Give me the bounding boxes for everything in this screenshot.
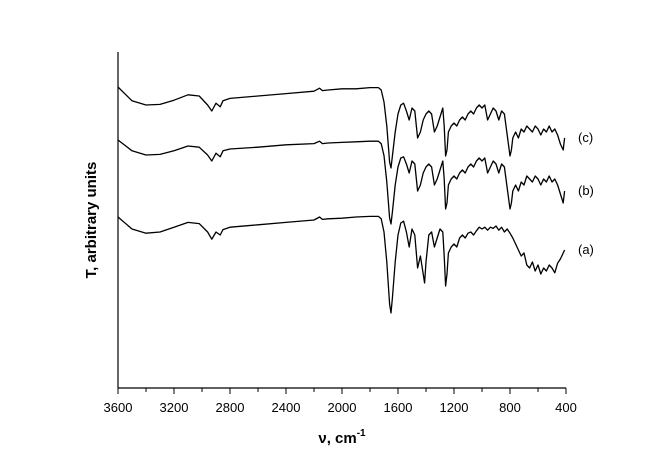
spectrum-line-a [117,215,566,314]
series-labels: (c) (b) (a) [578,130,594,257]
series-label-a: (a) [578,242,594,257]
spectrum-line-c [117,86,566,169]
series-lines [117,86,566,314]
x-axis-title-superscript: -1 [357,428,366,439]
series-label-c: (c) [578,130,593,145]
x-tick-label: 2000 [328,400,357,415]
x-tick-label: 3200 [160,400,189,415]
x-tick-label: 1200 [440,400,469,415]
x-axis-ticks [117,388,567,394]
x-axis-title-text: ν, cm [318,430,356,447]
x-tick-label: 1600 [384,400,413,415]
x-axis-tick-labels: 3600 3200 2800 2400 2000 1600 1200 800 400 [104,400,577,415]
x-tick-label: 400 [555,400,577,415]
series-label-b: (b) [578,183,594,198]
x-axis-title: ν, cm-1 [318,428,366,447]
x-tick-label: 2400 [272,400,301,415]
y-axis-title: T, arbitrary units [83,162,100,279]
plot-area: 3600 3200 2800 2400 2000 1600 1200 800 400 (c) (b… [104,52,594,415]
x-tick-label: 800 [499,400,521,415]
spectrum-line-b [117,139,566,225]
x-tick-label: 2800 [216,400,245,415]
x-tick-label: 3600 [104,400,133,415]
